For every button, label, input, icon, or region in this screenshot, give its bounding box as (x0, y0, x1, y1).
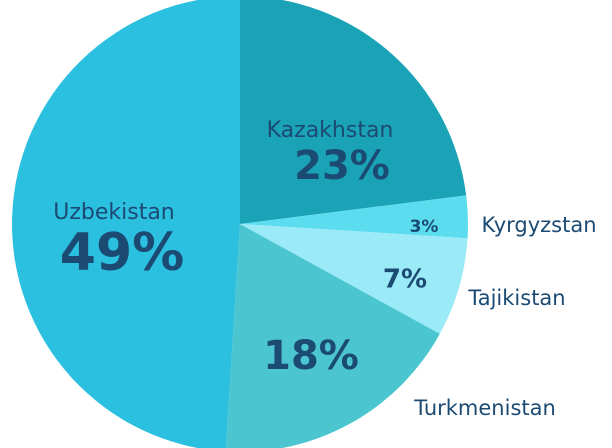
pie-slice (240, 0, 467, 224)
slice-label: Kazakhstan (267, 118, 394, 143)
value-label: 18% (263, 333, 359, 379)
slice-label: Kyrgyzstan (481, 213, 596, 237)
pie-slice (225, 224, 440, 448)
pie-slice (240, 195, 468, 239)
pie-slice (240, 224, 468, 334)
slice-label: Uzbekistan (53, 200, 175, 225)
value-label: 7% (383, 265, 427, 295)
slice-label: Turkmenistan (413, 396, 556, 420)
value-label: 49% (60, 223, 184, 283)
pie-slice (12, 0, 240, 448)
value-label: 23% (294, 143, 390, 189)
slice-label: Tajikistan (467, 286, 565, 310)
value-label: 3% (410, 217, 439, 237)
